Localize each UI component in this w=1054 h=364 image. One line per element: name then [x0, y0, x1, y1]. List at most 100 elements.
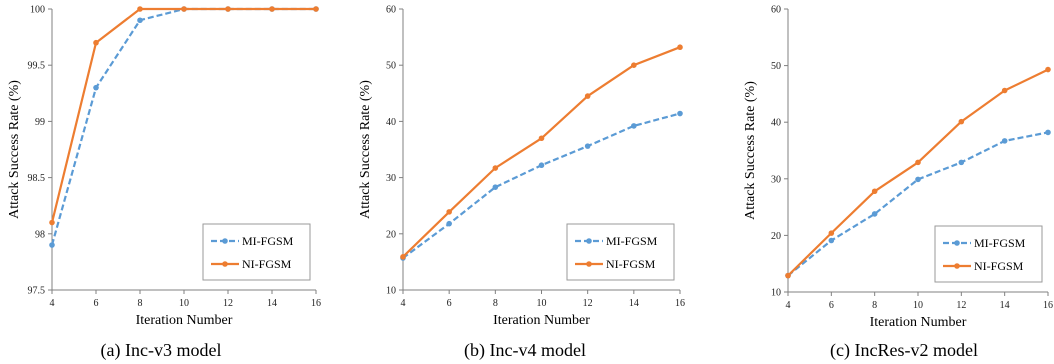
- data-point-ni-fgsm: [1045, 66, 1051, 73]
- x-tick-label: 16: [675, 298, 685, 309]
- legend-marker-mi-fgsm: [222, 238, 228, 244]
- chart-3: 10 20 30 40 50 60 4 6 8 10 12 14 16 Iteration Number A…: [743, 5, 1053, 362]
- legend: MI-FGSM NI-FGSM: [202, 223, 311, 281]
- x-tick-label: 8: [138, 298, 143, 309]
- y-axis-title: Attack Success Rate (%): [358, 80, 373, 219]
- x-tick-label: 10: [913, 300, 923, 311]
- x-tick-label: 12: [956, 300, 966, 311]
- y-tick-label: 30: [771, 174, 781, 185]
- y-tick-label: 99: [35, 117, 45, 128]
- legend-label: NI-FGSM: [974, 259, 1024, 273]
- legend-label: MI-FGSM: [606, 234, 658, 248]
- legend-label: NI-FGSM: [606, 257, 656, 271]
- y-tick-label: 50: [771, 61, 781, 72]
- x-tick-label: 8: [872, 300, 877, 311]
- x-tick-label: 4: [786, 300, 791, 311]
- x-tick-label: 12: [223, 298, 233, 309]
- legend-marker-mi-fgsm: [586, 238, 592, 244]
- data-point-mi-fgsm: [1045, 129, 1051, 136]
- y-tick-label: 60: [386, 5, 396, 16]
- data-point-mi-fgsm: [677, 110, 683, 117]
- y-tick-label: 30: [386, 173, 396, 184]
- data-point-mi-fgsm: [49, 242, 55, 248]
- legend: MI-FGSM NI-FGSM: [934, 225, 1043, 283]
- y-tick-label: 40: [386, 117, 396, 128]
- legend-marker-ni-fgsm: [586, 261, 592, 267]
- data-point-ni-fgsm: [225, 6, 231, 12]
- data-point-ni-fgsm: [584, 93, 591, 99]
- legend-box: [566, 223, 675, 281]
- legend-marker-ni-fgsm: [954, 263, 960, 269]
- y-tick-label: 98: [35, 229, 45, 240]
- y-tick-label: 60: [771, 5, 781, 16]
- data-point-ni-fgsm: [958, 118, 965, 125]
- x-tick-label: 6: [447, 298, 452, 309]
- y-axis-title: Attack Success Rate (%): [7, 80, 22, 219]
- data-point-mi-fgsm: [492, 184, 499, 190]
- data-point-mi-fgsm: [1001, 138, 1008, 144]
- legend-marker-mi-fgsm: [954, 240, 960, 246]
- x-tick-label: 10: [537, 298, 547, 309]
- x-tick-label: 8: [493, 298, 498, 309]
- chart-caption: (a) Inc-v3 model: [101, 340, 222, 361]
- legend: MI-FGSM NI-FGSM: [566, 223, 675, 281]
- data-point-ni-fgsm: [1001, 87, 1008, 94]
- data-point-ni-fgsm: [915, 159, 921, 166]
- x-tick-label: 16: [1043, 300, 1053, 311]
- x-axis-title: Iteration Number: [870, 315, 967, 330]
- data-point-mi-fgsm: [871, 211, 878, 217]
- data-point-ni-fgsm: [446, 209, 452, 215]
- data-point-mi-fgsm: [93, 84, 99, 91]
- y-tick-label: 10: [771, 288, 781, 299]
- data-point-mi-fgsm: [137, 17, 143, 24]
- legend-box: [934, 225, 1043, 283]
- y-tick-label: 40: [771, 118, 781, 129]
- x-tick-label: 14: [629, 298, 639, 309]
- data-point-ni-fgsm: [828, 230, 835, 236]
- x-axis-title: Iteration Number: [136, 313, 233, 328]
- x-tick-label: 6: [94, 298, 99, 309]
- series-line-ni-fgsm: [50, 7, 316, 223]
- chart-2: 10 20 30 40 50 60 4 6 8 10 12 14 16 Iteration Number A…: [358, 5, 685, 362]
- y-tick-label: 98.5: [28, 173, 46, 184]
- data-point-ni-fgsm: [313, 6, 319, 12]
- data-point-mi-fgsm: [631, 123, 637, 129]
- y-tick-label: 97.5: [28, 286, 46, 297]
- legend-label: MI-FGSM: [974, 236, 1026, 250]
- x-tick-label: 16: [311, 298, 321, 309]
- x-tick-label: 4: [401, 298, 406, 309]
- y-tick-label: 50: [386, 61, 396, 72]
- y-tick-label: 100: [30, 5, 45, 16]
- y-tick-label: 99.5: [28, 61, 46, 72]
- data-point-mi-fgsm: [828, 237, 835, 244]
- x-tick-label: 4: [50, 298, 55, 309]
- data-point-mi-fgsm: [538, 162, 545, 169]
- y-tick-label: 20: [771, 231, 781, 242]
- data-point-ni-fgsm: [93, 39, 99, 46]
- x-axis-title: Iteration Number: [493, 313, 590, 328]
- legend-label: NI-FGSM: [242, 257, 292, 271]
- legend-marker-ni-fgsm: [222, 261, 228, 267]
- series-line-mi-fgsm: [50, 7, 316, 246]
- data-point-ni-fgsm: [677, 44, 683, 51]
- data-point-ni-fgsm: [631, 62, 637, 68]
- x-tick-label: 14: [1000, 300, 1010, 311]
- data-point-ni-fgsm: [49, 219, 55, 226]
- data-point-mi-fgsm: [584, 143, 591, 149]
- legend-label: MI-FGSM: [242, 234, 294, 248]
- y-tick-label: 10: [386, 286, 396, 297]
- data-point-ni-fgsm: [538, 135, 545, 142]
- chart-caption: (b) Inc-v4 model: [464, 340, 586, 361]
- data-point-ni-fgsm: [181, 6, 187, 12]
- legend-box: [202, 223, 311, 281]
- y-tick-label: 20: [386, 229, 396, 240]
- x-tick-label: 12: [583, 298, 593, 309]
- data-point-ni-fgsm: [871, 188, 878, 195]
- data-point-ni-fgsm: [785, 272, 791, 279]
- data-point-ni-fgsm: [492, 165, 499, 171]
- data-point-mi-fgsm: [915, 176, 921, 183]
- x-tick-label: 14: [267, 298, 277, 309]
- data-point-ni-fgsm: [269, 6, 275, 12]
- data-point-ni-fgsm: [137, 6, 143, 12]
